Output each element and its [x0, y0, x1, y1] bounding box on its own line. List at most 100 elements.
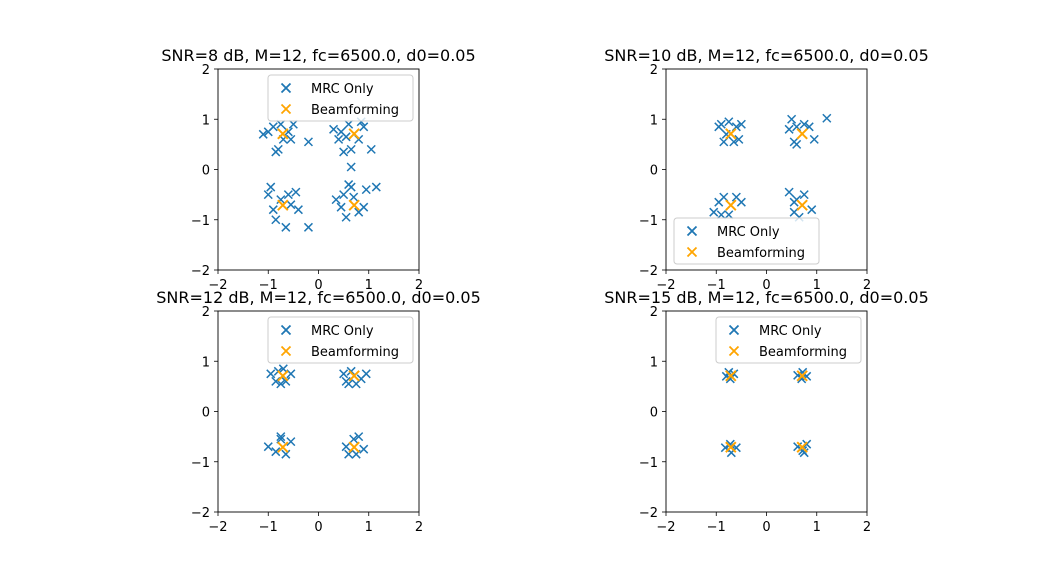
y-tick-label: 1 [202, 113, 210, 128]
y-tick-label: 2 [202, 305, 210, 320]
data-point [796, 441, 808, 453]
data-point [359, 444, 369, 454]
data-point [346, 182, 356, 192]
data-point [339, 369, 349, 379]
legend: MRC Only Beamforming [267, 74, 414, 122]
data-point [725, 439, 735, 449]
data-point [334, 134, 344, 144]
x-tick-label: 0 [762, 520, 770, 535]
data-point [725, 128, 737, 140]
x-tick-label: 2 [415, 520, 423, 535]
data-point [792, 139, 802, 149]
legend-label: Beamforming [759, 345, 847, 360]
data-point [283, 127, 293, 137]
data-point [348, 199, 360, 211]
data-point [258, 129, 268, 139]
legend-label: MRC Only [311, 324, 374, 339]
data-point [349, 192, 359, 202]
data-point [348, 370, 360, 382]
x-tick-label: 1 [365, 278, 373, 293]
data-point [281, 376, 291, 386]
data-point [283, 190, 293, 200]
data-point [809, 134, 819, 144]
y-tick-label: 0 [202, 164, 210, 179]
y-tick-label: 0 [650, 406, 658, 421]
legend-label: MRC Only [717, 225, 780, 240]
data-point [799, 190, 809, 200]
y-tick-label: −2 [191, 506, 210, 521]
data-point [731, 122, 741, 132]
data-point [784, 124, 794, 134]
legend-marker [686, 225, 698, 237]
x-tick-label: −2 [656, 520, 675, 535]
legend: MRC Only Beamforming [715, 316, 862, 364]
data-point [359, 122, 369, 132]
data-point [266, 369, 276, 379]
x-tick-label: 2 [863, 520, 871, 535]
data-point [787, 114, 797, 124]
data-point [349, 434, 359, 444]
data-point [729, 137, 739, 147]
series-beamforming [725, 370, 808, 453]
data-point [361, 185, 371, 195]
series-mrc-only [263, 364, 371, 459]
data-point [359, 202, 369, 212]
x-tick-label: 0 [762, 278, 770, 293]
chart-title: SNR=10 dB, M=12, fc=6500.0, d0=0.05 [604, 46, 929, 65]
x-tick-label: −2 [208, 520, 227, 535]
data-point [281, 449, 291, 459]
data-point [276, 195, 286, 205]
series-beamforming [277, 370, 360, 453]
data-point [725, 370, 737, 382]
data-point [796, 370, 808, 382]
data-point [724, 210, 734, 220]
x-tick-label: 0 [314, 520, 322, 535]
data-point [348, 441, 360, 453]
data-point [286, 200, 296, 210]
y-tick-label: −1 [639, 214, 658, 229]
data-point [286, 437, 296, 447]
data-point [792, 122, 802, 132]
legend-marker [728, 345, 740, 357]
y-tick-label: 2 [650, 305, 658, 320]
data-point [366, 144, 376, 154]
x-tick-label: 1 [813, 278, 821, 293]
data-point [796, 199, 808, 211]
data-point [371, 182, 381, 192]
data-point [802, 439, 812, 449]
data-point [336, 127, 346, 137]
data-point [344, 119, 354, 129]
series-beamforming [725, 128, 808, 211]
data-point [276, 432, 286, 442]
legend: MRC Only Beamforming [267, 316, 414, 364]
data-point [303, 222, 313, 232]
data-point [339, 147, 349, 157]
x-tick-label: 1 [813, 520, 821, 535]
data-point [263, 190, 273, 200]
chart-title: SNR=8 dB, M=12, fc=6500.0, d0=0.05 [161, 46, 475, 65]
data-point [341, 212, 351, 222]
y-tick-label: 1 [650, 113, 658, 128]
legend-box [267, 74, 414, 122]
x-tick-label: −1 [707, 520, 726, 535]
data-point [784, 187, 794, 197]
data-point [348, 128, 360, 140]
series-mrc-only [258, 117, 381, 232]
data-point [271, 147, 281, 157]
subplot-3: SNR=12 dB, M=12, fc=6500.0, d0=0.05 −2 −1 0… [156, 288, 481, 535]
y-tick-label: −2 [639, 264, 658, 279]
y-tick-label: 1 [650, 355, 658, 370]
data-point [276, 434, 286, 444]
subplot-1: SNR=8 dB, M=12, fc=6500.0, d0=0.05 −2 −1 0 1… [161, 46, 475, 293]
data-point [268, 205, 278, 215]
data-point [346, 366, 356, 376]
y-tick-label: 1 [202, 355, 210, 370]
data-point [344, 449, 354, 459]
x-tick-label: 0 [314, 278, 322, 293]
data-point [271, 376, 281, 386]
legend-label: Beamforming [311, 103, 399, 118]
data-point [789, 197, 799, 207]
x-tick-label: 2 [863, 278, 871, 293]
legend-label: Beamforming [717, 246, 805, 261]
